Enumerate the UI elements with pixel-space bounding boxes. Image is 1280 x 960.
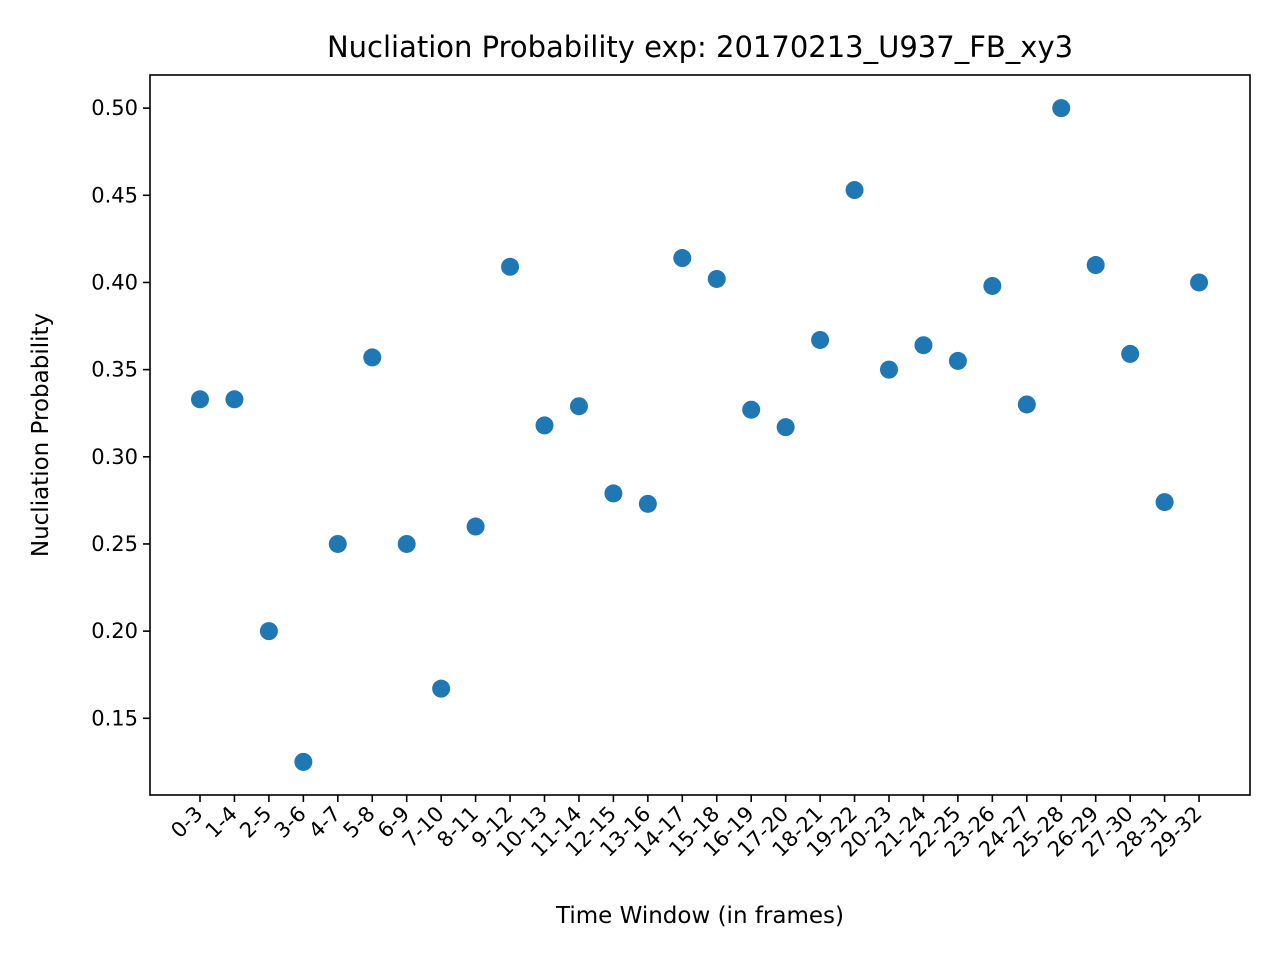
data-point xyxy=(328,534,347,553)
x-axis-label: Time Window (in frames) xyxy=(555,903,844,929)
y-axis-label: Nucliation Probability xyxy=(28,313,54,557)
x-tick-label: 4-7 xyxy=(304,802,345,843)
data-point xyxy=(1086,256,1105,275)
data-point xyxy=(1190,273,1209,292)
y-tick-label: 0.15 xyxy=(91,706,138,730)
data-point xyxy=(845,181,864,200)
data-point xyxy=(707,269,726,288)
plot-area-frame xyxy=(149,74,1251,796)
data-point xyxy=(776,418,795,437)
x-tick-label: 0-3 xyxy=(166,802,207,843)
data-point xyxy=(604,484,623,503)
data-point xyxy=(673,249,692,268)
y-axis: 0.15 0.20 0.25 0.30 0.35 0.40 0.45 0.50 xyxy=(91,96,150,730)
data-point xyxy=(466,517,485,536)
data-point xyxy=(1017,395,1036,414)
chart-title: Nucliation Probability exp: 20170213_U93… xyxy=(327,30,1073,64)
x-axis: 0-31-42-53-64-75-86-97-108-119-1210-1311… xyxy=(166,795,1207,862)
data-point xyxy=(397,534,416,553)
y-tick-label: 0.35 xyxy=(91,358,138,382)
data-point xyxy=(432,679,451,698)
data-point xyxy=(225,390,244,409)
data-point xyxy=(948,351,967,370)
data-point xyxy=(742,400,761,419)
y-tick-label: 0.40 xyxy=(91,270,138,294)
data-point xyxy=(535,416,554,435)
data-point xyxy=(569,397,588,416)
y-tick-label: 0.25 xyxy=(91,532,138,556)
data-point xyxy=(363,348,382,367)
y-tick-label: 0.50 xyxy=(91,96,138,120)
data-point xyxy=(294,752,313,771)
data-point xyxy=(983,276,1002,295)
data-point xyxy=(191,390,209,409)
data-point xyxy=(638,494,657,513)
data-point xyxy=(914,336,933,355)
y-tick-label: 0.30 xyxy=(91,445,138,469)
data-point xyxy=(880,360,898,379)
data-point xyxy=(1155,493,1174,512)
data-point xyxy=(501,257,520,276)
data-point xyxy=(811,330,830,349)
x-tick-label: 1-4 xyxy=(201,802,242,843)
x-tick-label: 3-6 xyxy=(270,802,311,843)
x-tick-label: 2-5 xyxy=(235,802,276,843)
x-tick-label: 5-8 xyxy=(339,802,380,843)
data-point xyxy=(1052,99,1071,118)
data-point xyxy=(259,622,278,641)
data-point xyxy=(1121,344,1140,363)
data-series xyxy=(191,99,1209,771)
y-tick-label: 0.45 xyxy=(91,183,138,207)
y-tick-label: 0.20 xyxy=(91,619,138,643)
